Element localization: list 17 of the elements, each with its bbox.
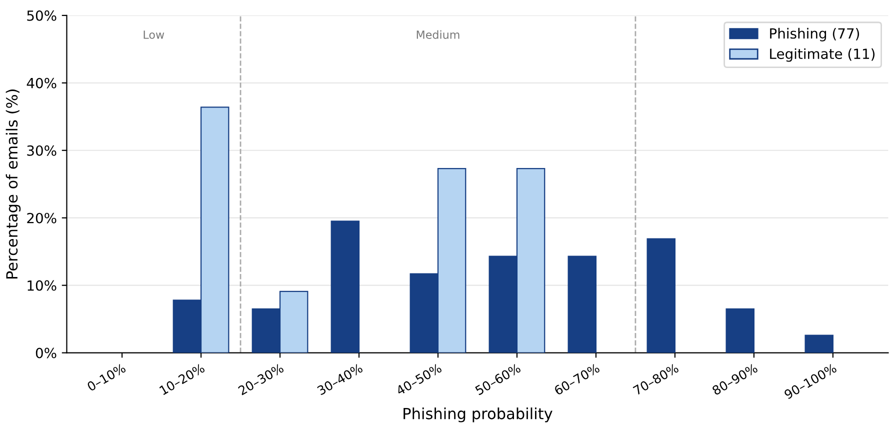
y-tick-label: 30% <box>27 145 56 156</box>
bar <box>568 256 597 353</box>
annotation: Low <box>144 30 164 39</box>
y-tick-label: 50% <box>27 10 56 21</box>
x-axis-title: Phishing probability <box>404 408 552 422</box>
bar <box>804 334 834 353</box>
bar <box>330 220 360 353</box>
y-tick-label: 20% <box>27 212 56 224</box>
legend-label: Legitimate (11) <box>770 48 875 62</box>
y-tick-label: 10% <box>28 280 56 291</box>
bar <box>646 238 676 353</box>
annotation: Medium <box>416 30 460 39</box>
y-axis-title: Percentage of emails (%) <box>6 90 21 278</box>
legend-label: Phishing (77) <box>770 28 860 42</box>
bar <box>726 308 754 353</box>
y-tick-label: 40% <box>26 78 56 88</box>
y-tick-label: 0% <box>36 348 56 358</box>
